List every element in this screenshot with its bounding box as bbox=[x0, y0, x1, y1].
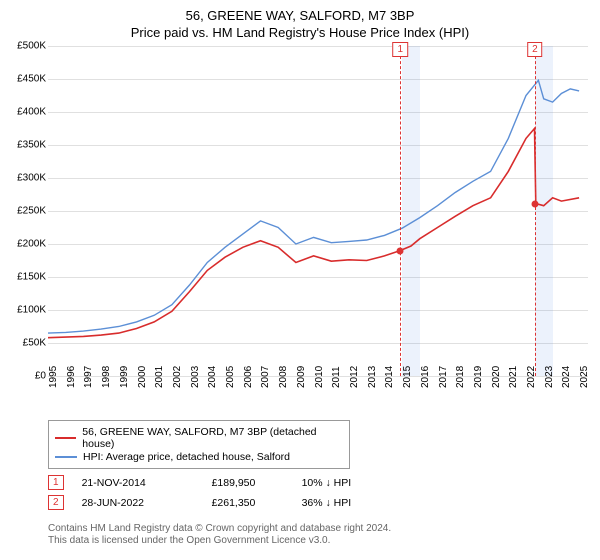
plot: 12 bbox=[48, 46, 588, 376]
x-axis-label: 2003 bbox=[190, 366, 201, 388]
marker-label: 1 bbox=[393, 42, 409, 57]
x-axis-label: 2007 bbox=[260, 366, 271, 388]
x-axis-label: 1997 bbox=[83, 366, 94, 388]
legend-row: 56, GREENE WAY, SALFORD, M7 3BP (detache… bbox=[55, 426, 343, 450]
x-axis-label: 2019 bbox=[473, 366, 484, 388]
y-axis-label: £50K bbox=[2, 338, 46, 349]
y-axis-label: £350K bbox=[2, 140, 46, 151]
series-line bbox=[48, 129, 579, 338]
y-axis-label: £500K bbox=[2, 41, 46, 52]
legend-row: HPI: Average price, detached house, Salf… bbox=[55, 451, 343, 463]
root: 56, GREENE WAY, SALFORD, M7 3BP Price pa… bbox=[0, 0, 600, 560]
x-axis-label: 2017 bbox=[438, 366, 449, 388]
x-axis-label: 1998 bbox=[101, 366, 112, 388]
transaction-row: 1 21-NOV-2014£189,95010% ↓ HPI bbox=[48, 475, 600, 490]
marker-line bbox=[400, 46, 401, 376]
legend-label: 56, GREENE WAY, SALFORD, M7 3BP (detache… bbox=[82, 426, 343, 450]
legend-label: HPI: Average price, detached house, Salf… bbox=[83, 451, 290, 463]
x-axis-label: 1996 bbox=[66, 366, 77, 388]
x-axis-label: 1999 bbox=[119, 366, 130, 388]
tx-number: 1 bbox=[48, 475, 64, 490]
legend-swatch bbox=[55, 456, 77, 458]
x-axis-label: 2011 bbox=[331, 366, 342, 388]
x-axis-label: 1995 bbox=[48, 366, 59, 388]
marker-point bbox=[531, 200, 538, 207]
y-axis-label: £450K bbox=[2, 74, 46, 85]
tx-price: £261,350 bbox=[212, 497, 302, 509]
x-axis-label: 2022 bbox=[526, 366, 537, 388]
line-svg bbox=[48, 46, 588, 376]
y-axis-label: £200K bbox=[2, 239, 46, 250]
x-axis-label: 2015 bbox=[402, 366, 413, 388]
x-axis-label: 2010 bbox=[314, 366, 325, 388]
y-axis-label: £100K bbox=[2, 305, 46, 316]
x-axis-label: 2024 bbox=[561, 366, 572, 388]
x-axis-label: 2004 bbox=[207, 366, 218, 388]
tx-diff: 36% ↓ HPI bbox=[302, 497, 392, 509]
x-axis-label: 2002 bbox=[172, 366, 183, 388]
chart-area: 12 £0 £50K £100K £150K £200K £250K £300K £350K £… bbox=[0, 46, 600, 416]
marker-label: 2 bbox=[527, 42, 543, 57]
x-axis-label: 2006 bbox=[243, 366, 254, 388]
x-axis-label: 2000 bbox=[137, 366, 148, 388]
x-axis-label: 2009 bbox=[296, 366, 307, 388]
tx-date: 28-JUN-2022 bbox=[82, 497, 212, 509]
marker-point bbox=[397, 247, 404, 254]
x-axis-label: 2023 bbox=[544, 366, 555, 388]
y-axis-label: £150K bbox=[2, 272, 46, 283]
footer-line-2: This data is licensed under the Open Gov… bbox=[48, 535, 600, 546]
x-axis-label: 2005 bbox=[225, 366, 236, 388]
tx-date: 21-NOV-2014 bbox=[82, 477, 212, 489]
tx-diff: 10% ↓ HPI bbox=[302, 477, 392, 489]
x-axis-label: 2008 bbox=[278, 366, 289, 388]
transactions-table: 1 21-NOV-2014£189,95010% ↓ HPI 2 28-JUN-202… bbox=[48, 475, 600, 515]
page-subtitle: Price paid vs. HM Land Registry's House … bbox=[0, 25, 600, 40]
marker-line bbox=[535, 46, 536, 376]
legend: 56, GREENE WAY, SALFORD, M7 3BP (detache… bbox=[48, 420, 350, 469]
y-axis-label: £250K bbox=[2, 206, 46, 217]
x-axis-label: 2020 bbox=[491, 366, 502, 388]
legend-swatch bbox=[55, 437, 76, 439]
x-axis-label: 2018 bbox=[455, 366, 466, 388]
x-axis-label: 2016 bbox=[420, 366, 431, 388]
series-line bbox=[48, 80, 579, 333]
x-axis-label: 2025 bbox=[579, 366, 590, 388]
tx-number: 2 bbox=[48, 495, 64, 510]
transaction-row: 2 28-JUN-2022£261,35036% ↓ HPI bbox=[48, 495, 600, 510]
y-axis-label: £300K bbox=[2, 173, 46, 184]
x-axis-label: 2013 bbox=[367, 366, 378, 388]
page-title: 56, GREENE WAY, SALFORD, M7 3BP bbox=[0, 8, 600, 23]
x-axis-label: 2021 bbox=[508, 366, 519, 388]
x-axis-label: 2014 bbox=[384, 366, 395, 388]
x-axis-label: 2001 bbox=[154, 366, 165, 388]
y-axis-label: £0 bbox=[2, 371, 46, 382]
y-axis-label: £400K bbox=[2, 107, 46, 118]
x-axis-label: 2012 bbox=[349, 366, 360, 388]
tx-price: £189,950 bbox=[212, 477, 302, 489]
footer: Contains HM Land Registry data © Crown c… bbox=[48, 523, 600, 547]
footer-line-1: Contains HM Land Registry data © Crown c… bbox=[48, 523, 600, 534]
